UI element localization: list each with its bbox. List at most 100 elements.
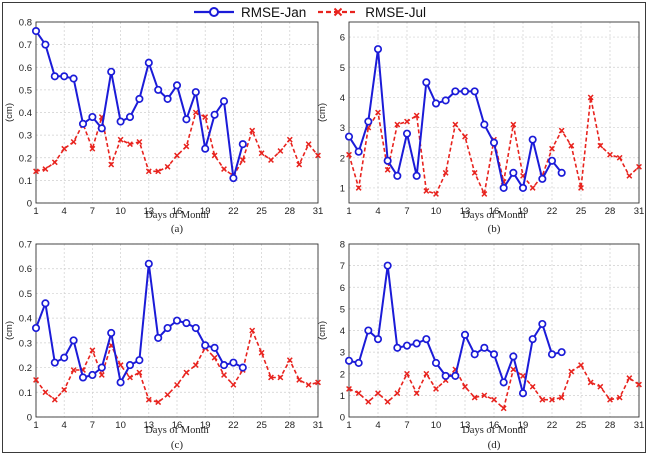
- x-tick-label: 13: [144, 206, 155, 217]
- data-point-jul: [481, 392, 488, 399]
- data-point-jan: [412, 171, 421, 180]
- data-point-jan: [163, 323, 172, 333]
- data-point-jan: [557, 168, 566, 177]
- y-tick-label: 0.6: [19, 63, 32, 74]
- data-point-jul: [202, 114, 209, 120]
- data-point-jul: [578, 362, 584, 369]
- data-point-jul: [183, 369, 190, 376]
- figure-frame: [2, 2, 646, 453]
- x-tick-label: 31: [634, 420, 645, 431]
- data-point-jan: [431, 358, 441, 367]
- data-point-jul: [33, 168, 39, 175]
- panel-label: (d): [488, 439, 501, 451]
- data-point-jan: [518, 389, 528, 398]
- x-tick-label: 31: [313, 420, 324, 431]
- data-point-jan: [383, 156, 392, 165]
- y-tick-label: 0.4: [19, 108, 32, 119]
- data-point-jul: [89, 347, 96, 354]
- legend-item-jul: RMSE-Jul: [316, 5, 426, 20]
- x-tick-label: 1: [33, 420, 38, 431]
- data-point-jul: [365, 398, 372, 405]
- data-point-jul: [192, 109, 199, 116]
- data-point-jan: [518, 183, 528, 192]
- x-tick-label: 16: [489, 206, 500, 217]
- x-tick-label: 7: [90, 420, 95, 431]
- data-point-jul: [355, 184, 362, 191]
- y-tick-label: 0.7: [19, 40, 32, 51]
- data-point-jul: [587, 379, 594, 386]
- data-point-jan: [364, 326, 373, 335]
- data-point-jul: [258, 150, 265, 157]
- data-point-jul: [404, 370, 410, 377]
- y-tick-label: 3: [340, 123, 345, 134]
- data-point-jan: [489, 350, 499, 359]
- x-tick-label: 1: [346, 420, 351, 431]
- data-point-jul: [558, 127, 565, 134]
- data-point-jul: [230, 381, 237, 388]
- data-point-jul: [481, 191, 488, 197]
- y-tick-label: 0.5: [19, 85, 32, 96]
- data-point-jul: [33, 376, 39, 383]
- legend: RMSE-Jan RMSE-Jul: [192, 2, 462, 22]
- data-point-jul: [89, 145, 96, 152]
- data-point-jan: [422, 335, 431, 344]
- data-point-jul: [607, 151, 613, 158]
- x-tick-label: 16: [489, 420, 500, 431]
- data-point-jan: [402, 129, 412, 138]
- data-point-jan: [528, 335, 537, 344]
- data-point-jul: [221, 372, 227, 378]
- data-point-jan: [135, 94, 144, 103]
- y-tick-label: 0: [340, 413, 345, 424]
- data-point-jan: [144, 58, 153, 67]
- data-point-jan: [441, 371, 450, 380]
- data-point-jan: [50, 358, 59, 367]
- data-point-jan: [451, 87, 460, 96]
- data-point-jan: [31, 26, 41, 36]
- x-axis-label: Days of Month: [145, 210, 209, 221]
- data-point-jan: [201, 144, 210, 153]
- x-tick-label: 28: [605, 420, 616, 431]
- x-tick-label: 22: [547, 206, 558, 217]
- data-point-jan: [135, 356, 144, 365]
- data-point-jul: [286, 136, 293, 143]
- data-point-jul: [127, 374, 133, 381]
- data-point-jan: [431, 99, 441, 108]
- data-point-jul: [500, 405, 507, 412]
- data-point-jul: [51, 396, 58, 403]
- data-point-jul: [145, 396, 152, 403]
- data-point-jan: [31, 323, 41, 333]
- data-point-jul: [239, 157, 246, 163]
- data-point-jan: [191, 323, 200, 333]
- y-tick-label: 0.5: [19, 289, 32, 300]
- data-point-jul: [597, 142, 604, 149]
- data-point-jul: [520, 372, 526, 379]
- data-point-jan: [373, 335, 383, 344]
- data-point-jan: [538, 319, 547, 329]
- data-point-jul: [413, 112, 420, 119]
- y-tick-label: 5: [340, 304, 345, 315]
- data-point-jul: [433, 385, 439, 392]
- data-point-jul: [616, 154, 623, 161]
- data-point-jul: [636, 381, 642, 388]
- data-point-jul: [587, 94, 594, 101]
- y-tick-label: 0.3: [19, 338, 32, 349]
- data-point-jul: [258, 349, 265, 356]
- x-tick-label: 13: [460, 420, 471, 431]
- data-point-jul: [549, 396, 555, 403]
- data-point-jan: [144, 259, 153, 268]
- data-point-jul: [211, 152, 218, 159]
- data-point-jul: [268, 157, 274, 163]
- data-point-jan: [470, 350, 479, 359]
- y-tick-label: 0.2: [19, 363, 32, 374]
- x-tick-label: 28: [285, 206, 296, 217]
- data-point-jul: [296, 376, 303, 383]
- data-point-jul: [491, 396, 497, 403]
- x-tick-label: 31: [313, 206, 324, 217]
- data-point-jul: [221, 166, 227, 172]
- data-point-jan: [480, 120, 489, 129]
- data-point-jan: [88, 370, 97, 380]
- data-point-jan: [451, 371, 460, 380]
- data-point-jul: [442, 169, 449, 176]
- data-point-jan: [50, 72, 59, 81]
